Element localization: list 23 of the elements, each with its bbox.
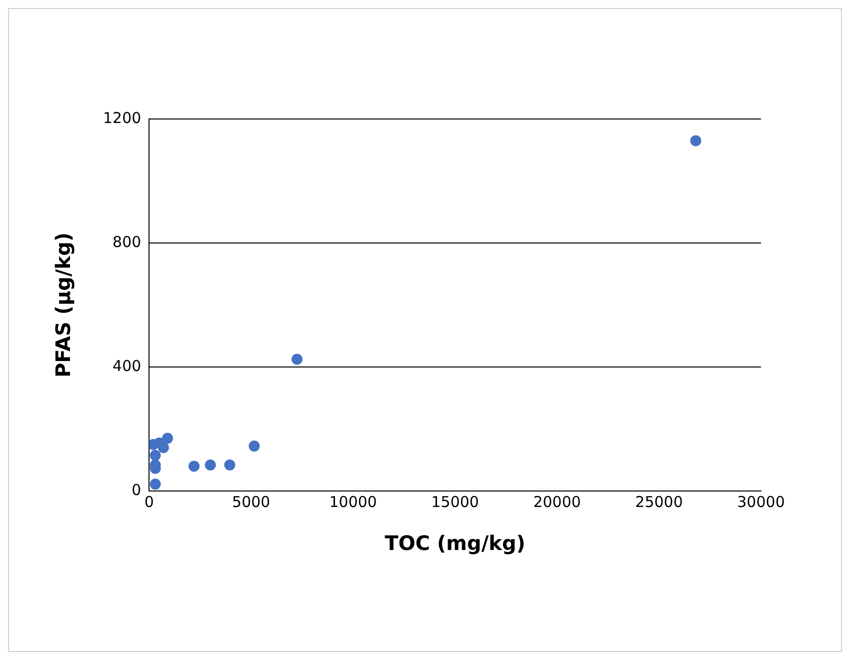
point (158, 442, 169, 454)
x-tick-label: 0 (144, 492, 154, 511)
x-tick-label: 30000 (737, 492, 785, 511)
point (150, 450, 161, 461)
point (690, 135, 702, 146)
y-tick-label: 1200 (102, 108, 142, 127)
point (162, 432, 174, 444)
point (292, 354, 303, 365)
y-tick-label: 0 (132, 480, 142, 499)
x-tick-label: 5000 (232, 492, 270, 511)
point (188, 460, 200, 472)
y-axis-title: PFAS (µg/kg) (51, 232, 76, 378)
x-tick-label: 20000 (533, 492, 581, 511)
point (204, 459, 216, 470)
x-tick-label: 10000 (329, 492, 377, 511)
point (248, 440, 260, 452)
y-tick-label: 800 (112, 232, 142, 251)
point (150, 478, 161, 490)
x-tick-label: 15000 (431, 492, 479, 511)
x-tick-label: 25000 (635, 492, 683, 511)
x-axis-title: TOC (mg/kg) (384, 531, 526, 556)
y-tick-label: 400 (112, 356, 142, 375)
point (224, 459, 236, 470)
